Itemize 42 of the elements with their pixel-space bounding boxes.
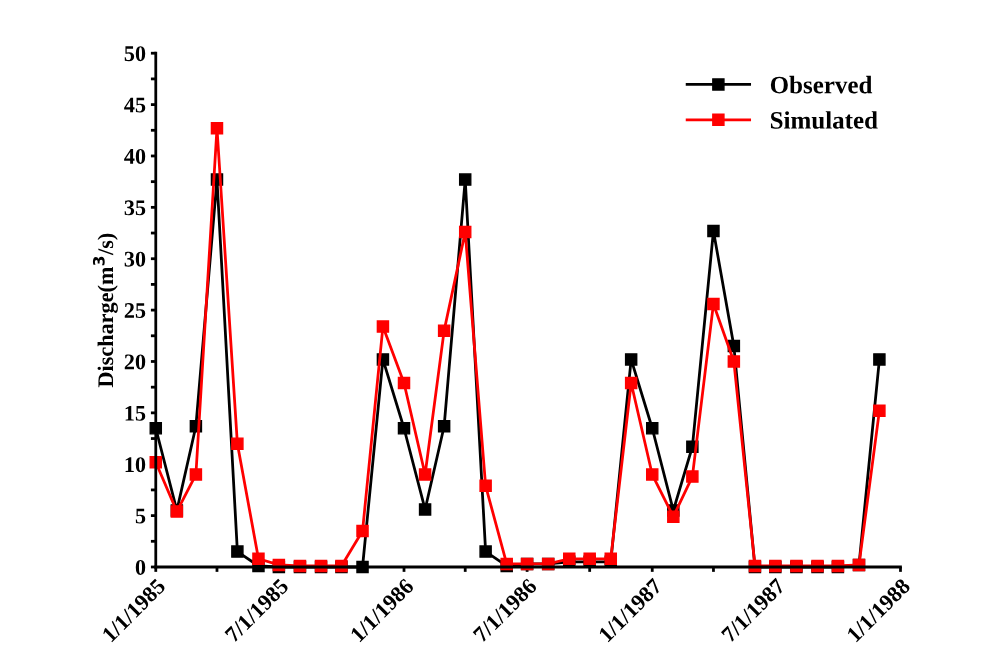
y-tick-label: 5 — [135, 508, 146, 524]
y-tick-label: 25 — [124, 303, 146, 319]
point — [479, 545, 492, 558]
point — [707, 297, 720, 311]
point — [356, 524, 369, 538]
y-tick-label: 15 — [125, 405, 146, 421]
point — [645, 422, 659, 435]
point — [252, 552, 265, 566]
point — [873, 353, 886, 366]
y-tick-label: 30 — [124, 251, 146, 267]
point — [458, 225, 472, 239]
point — [686, 470, 699, 483]
point — [231, 437, 244, 450]
y-tick-label: 35 — [124, 200, 146, 216]
point — [418, 468, 432, 481]
point — [479, 479, 492, 493]
point — [437, 324, 451, 337]
point — [707, 224, 720, 238]
point — [189, 468, 203, 481]
point — [210, 121, 224, 135]
y-tick-label: 10 — [125, 457, 146, 473]
y-tick-label: 45 — [124, 97, 146, 113]
y-tick-label: 0 — [135, 559, 146, 575]
point — [231, 545, 244, 558]
point — [458, 173, 472, 186]
point — [418, 503, 432, 516]
y-tick-label: 20 — [124, 354, 146, 370]
legend-label: Simulated — [770, 111, 878, 129]
point — [667, 510, 680, 523]
point — [624, 353, 638, 366]
y-tick-label: 40 — [124, 148, 146, 164]
point — [873, 404, 886, 418]
point — [727, 355, 741, 368]
point — [397, 422, 411, 435]
point — [437, 419, 451, 433]
point — [397, 376, 411, 390]
point — [376, 320, 390, 333]
y-axis-title: Discharge(m$^{3}$/s) — [92, 233, 118, 388]
point — [645, 468, 659, 481]
point — [624, 376, 638, 390]
y-tick-label: 50 — [124, 46, 146, 62]
legend-label: Observed — [770, 75, 873, 94]
